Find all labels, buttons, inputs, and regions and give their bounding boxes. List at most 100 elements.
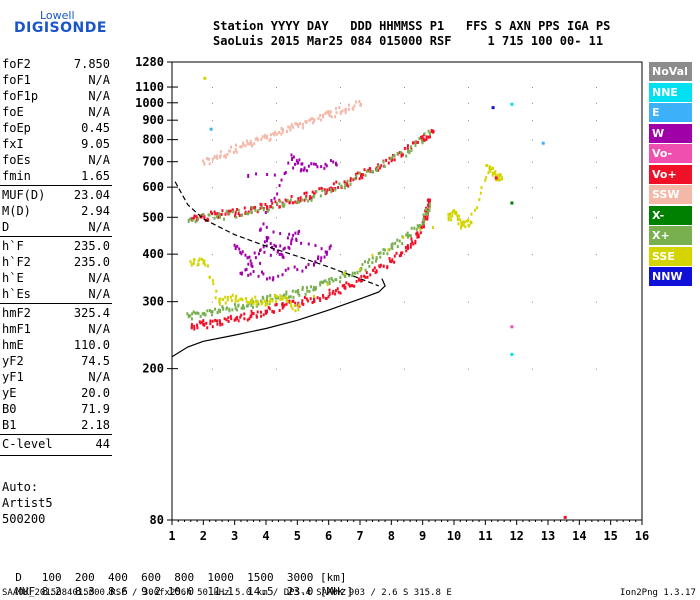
trace-point: [203, 161, 206, 166]
x-tick-label: 13: [541, 529, 555, 543]
y-tick-label: 1100: [135, 80, 164, 94]
trace-point: [328, 288, 331, 292]
trace-point: [330, 190, 333, 194]
param-row: yE 20.0: [2, 385, 110, 401]
trace-point: [314, 244, 317, 248]
trace-point: [195, 311, 198, 315]
grid-dot: [212, 187, 213, 189]
trace-point: [263, 133, 266, 137]
trace-point: [246, 318, 249, 322]
trace-point: [266, 209, 269, 213]
trace-point: [427, 129, 430, 133]
plot-frame: [171, 61, 643, 521]
trace-point: [343, 272, 346, 276]
trace-point: [318, 187, 321, 191]
trace-point: [257, 138, 260, 142]
trace-point: [219, 323, 222, 327]
param-value: 7.850: [73, 57, 110, 71]
trace-point: [299, 169, 302, 173]
grid-dot: [468, 120, 469, 122]
param-value: 110.0: [73, 338, 110, 352]
trace-point: [341, 272, 344, 276]
trace-point: [491, 166, 494, 170]
grid-dot: [532, 368, 533, 370]
trace-point: [206, 217, 209, 221]
trace-point: [216, 322, 219, 326]
trace-point: [278, 308, 281, 312]
param-name: yF1: [2, 370, 24, 384]
trace-point: [224, 155, 227, 159]
trace-point: [460, 224, 463, 229]
param-row: C-level 44: [2, 436, 110, 452]
trace-point: [391, 157, 394, 162]
trace-point: [388, 248, 391, 252]
trace-point: [422, 213, 425, 217]
trace-point: [393, 254, 396, 258]
trace-point: [281, 305, 284, 310]
trace-point: [203, 215, 206, 220]
grid-dot: [596, 161, 597, 163]
trace-point: [347, 107, 350, 111]
trace-point: [249, 139, 252, 143]
grid-dot: [276, 368, 277, 370]
trace-point: [327, 112, 330, 116]
trace-point: [425, 137, 428, 141]
legend-item: NoVal: [649, 62, 692, 81]
trace-point: [328, 280, 331, 285]
param-value: N/A: [88, 220, 110, 234]
trace-point: [295, 200, 298, 204]
trace-point: [276, 201, 279, 205]
trace-point: [270, 199, 273, 203]
y-tick-label: 80: [150, 513, 164, 527]
trace-point: [334, 188, 337, 192]
trace-point: [264, 311, 267, 315]
trace-point: [399, 150, 402, 154]
trace-point: [202, 213, 205, 217]
trace-point: [374, 271, 377, 275]
trace-point: [233, 303, 236, 307]
header-line2: SaoLuis 2015 Mar25 084 015000 RSF 1 715 …: [213, 34, 604, 48]
auto-label: Auto:: [2, 480, 39, 494]
param-name: D: [2, 220, 10, 234]
trace-point: [319, 118, 322, 122]
trace-point: [311, 300, 314, 304]
trace-point: [245, 300, 248, 304]
trace-point: [226, 152, 229, 156]
trace-point: [344, 183, 347, 188]
trace-point: [378, 166, 381, 170]
trace-point: [391, 242, 394, 246]
trace-point: [206, 157, 209, 161]
trace-point: [286, 300, 289, 304]
trace-point: [295, 122, 298, 126]
trace-point: [401, 242, 404, 246]
param-name: h`F: [2, 239, 24, 253]
trace-point: [348, 274, 351, 278]
grid-dot: [212, 87, 213, 89]
trace-point: [193, 214, 196, 218]
trace-point: [329, 159, 332, 163]
trace-point: [257, 252, 260, 256]
trace-point: [351, 284, 354, 288]
trace-point: [215, 215, 218, 219]
trace-point: [236, 207, 239, 211]
trace-point: [279, 232, 282, 236]
trace-point: [224, 154, 227, 158]
param-name: h`Es: [2, 287, 31, 301]
trace-point: [498, 178, 501, 182]
trace-point: [314, 287, 317, 291]
trace-point: [368, 264, 371, 268]
trace-point: [192, 310, 195, 314]
trace-point: [262, 272, 265, 276]
trace-point: [211, 310, 214, 314]
scatter-point: [491, 106, 495, 110]
param-name: foF1: [2, 73, 31, 87]
trace-point: [279, 294, 282, 298]
muf-frequency-value: 8.3: [74, 585, 95, 598]
trace-point: [319, 281, 322, 285]
trace-point: [361, 279, 364, 283]
trace-point: [410, 237, 413, 241]
trace-point: [257, 274, 260, 278]
trace-point: [192, 216, 195, 220]
trace-point: [206, 326, 209, 330]
